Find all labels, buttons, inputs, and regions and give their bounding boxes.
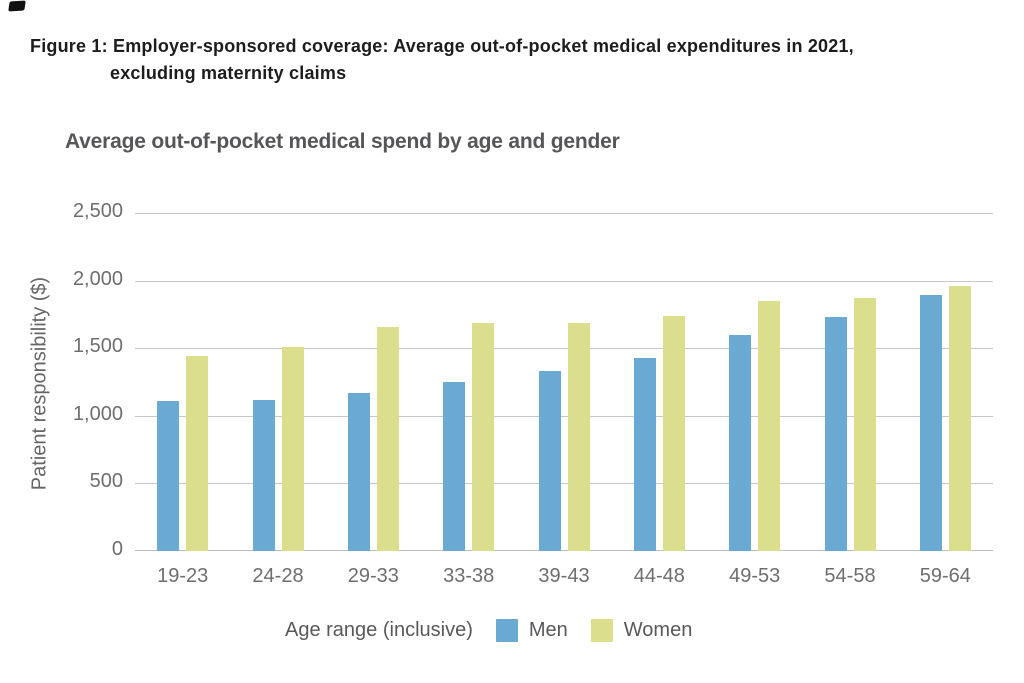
bar-women-59-64 <box>948 286 971 551</box>
x-tick-label: 39-43 <box>538 565 590 587</box>
bar-men-33-38 <box>443 382 466 551</box>
gridline <box>135 213 993 214</box>
legend-swatch-women <box>590 619 613 642</box>
x-tick-label: 33-38 <box>443 565 495 587</box>
y-tick-label: 1,000 <box>72 402 123 425</box>
bar-women-54-58 <box>853 298 876 551</box>
x-axis-line <box>135 550 993 551</box>
bar-men-44-48 <box>633 358 656 551</box>
x-tick-label: 49-53 <box>729 565 781 587</box>
bar-women-33-38 <box>472 323 495 551</box>
bar-men-54-58 <box>824 317 847 551</box>
x-tick-label: 59-64 <box>919 565 971 587</box>
x-tick-label: 24-28 <box>252 565 304 587</box>
y-tick-label: 500 <box>89 470 123 493</box>
bar-women-19-23 <box>186 356 209 551</box>
y-tick-label: 1,500 <box>72 335 123 358</box>
legend-label-women: Women <box>623 619 693 641</box>
corner-mark <box>8 0 26 12</box>
figure-caption-line2: excluding maternity claims <box>110 63 347 83</box>
bar-women-29-33 <box>376 327 399 551</box>
figure-caption: Figure 1: Employer-sponsored coverage: A… <box>30 33 1005 87</box>
y-tick-label: 0 <box>111 538 123 560</box>
x-tick-label: 44-48 <box>633 565 685 587</box>
plot-area: 0 500 1,000 1,500 2,000 2,500 19-23 24-28 29-33 3… <box>73 200 993 587</box>
bar-women-44-48 <box>662 316 685 551</box>
legend-item-women: Women <box>590 619 693 642</box>
bar-men-19-23 <box>157 401 180 551</box>
bar-men-39-43 <box>538 371 561 551</box>
bar-men-29-33 <box>347 393 370 551</box>
x-tick-label: 19-23 <box>157 565 209 587</box>
x-tick-label: 29-33 <box>347 565 399 587</box>
figure-caption-line1: Figure 1: Employer-sponsored coverage: A… <box>30 36 854 56</box>
legend-row: Age range (inclusive) Men Women <box>285 619 692 642</box>
x-axis-title: Age range (inclusive) <box>285 619 473 641</box>
y-tick-label: 2,000 <box>72 267 123 290</box>
gridline <box>135 348 993 350</box>
bar-women-49-53 <box>758 301 781 551</box>
bar-men-59-64 <box>919 295 942 551</box>
gridline <box>135 280 993 282</box>
bar-men-24-28 <box>252 400 275 551</box>
bar-men-49-53 <box>729 335 752 551</box>
legend-item-men: Men <box>495 619 568 642</box>
gridline <box>135 483 993 485</box>
x-tick-label: 54-58 <box>824 565 876 587</box>
legend-label-men: Men <box>528 619 568 641</box>
gridline <box>135 415 993 417</box>
bar-women-24-28 <box>281 347 304 551</box>
y-tick-label: 2,500 <box>72 200 123 222</box>
chart-title: Average out-of-pocket medical spend by a… <box>65 130 620 153</box>
legend-swatch-men <box>495 619 518 642</box>
bar-women-39-43 <box>567 323 590 551</box>
